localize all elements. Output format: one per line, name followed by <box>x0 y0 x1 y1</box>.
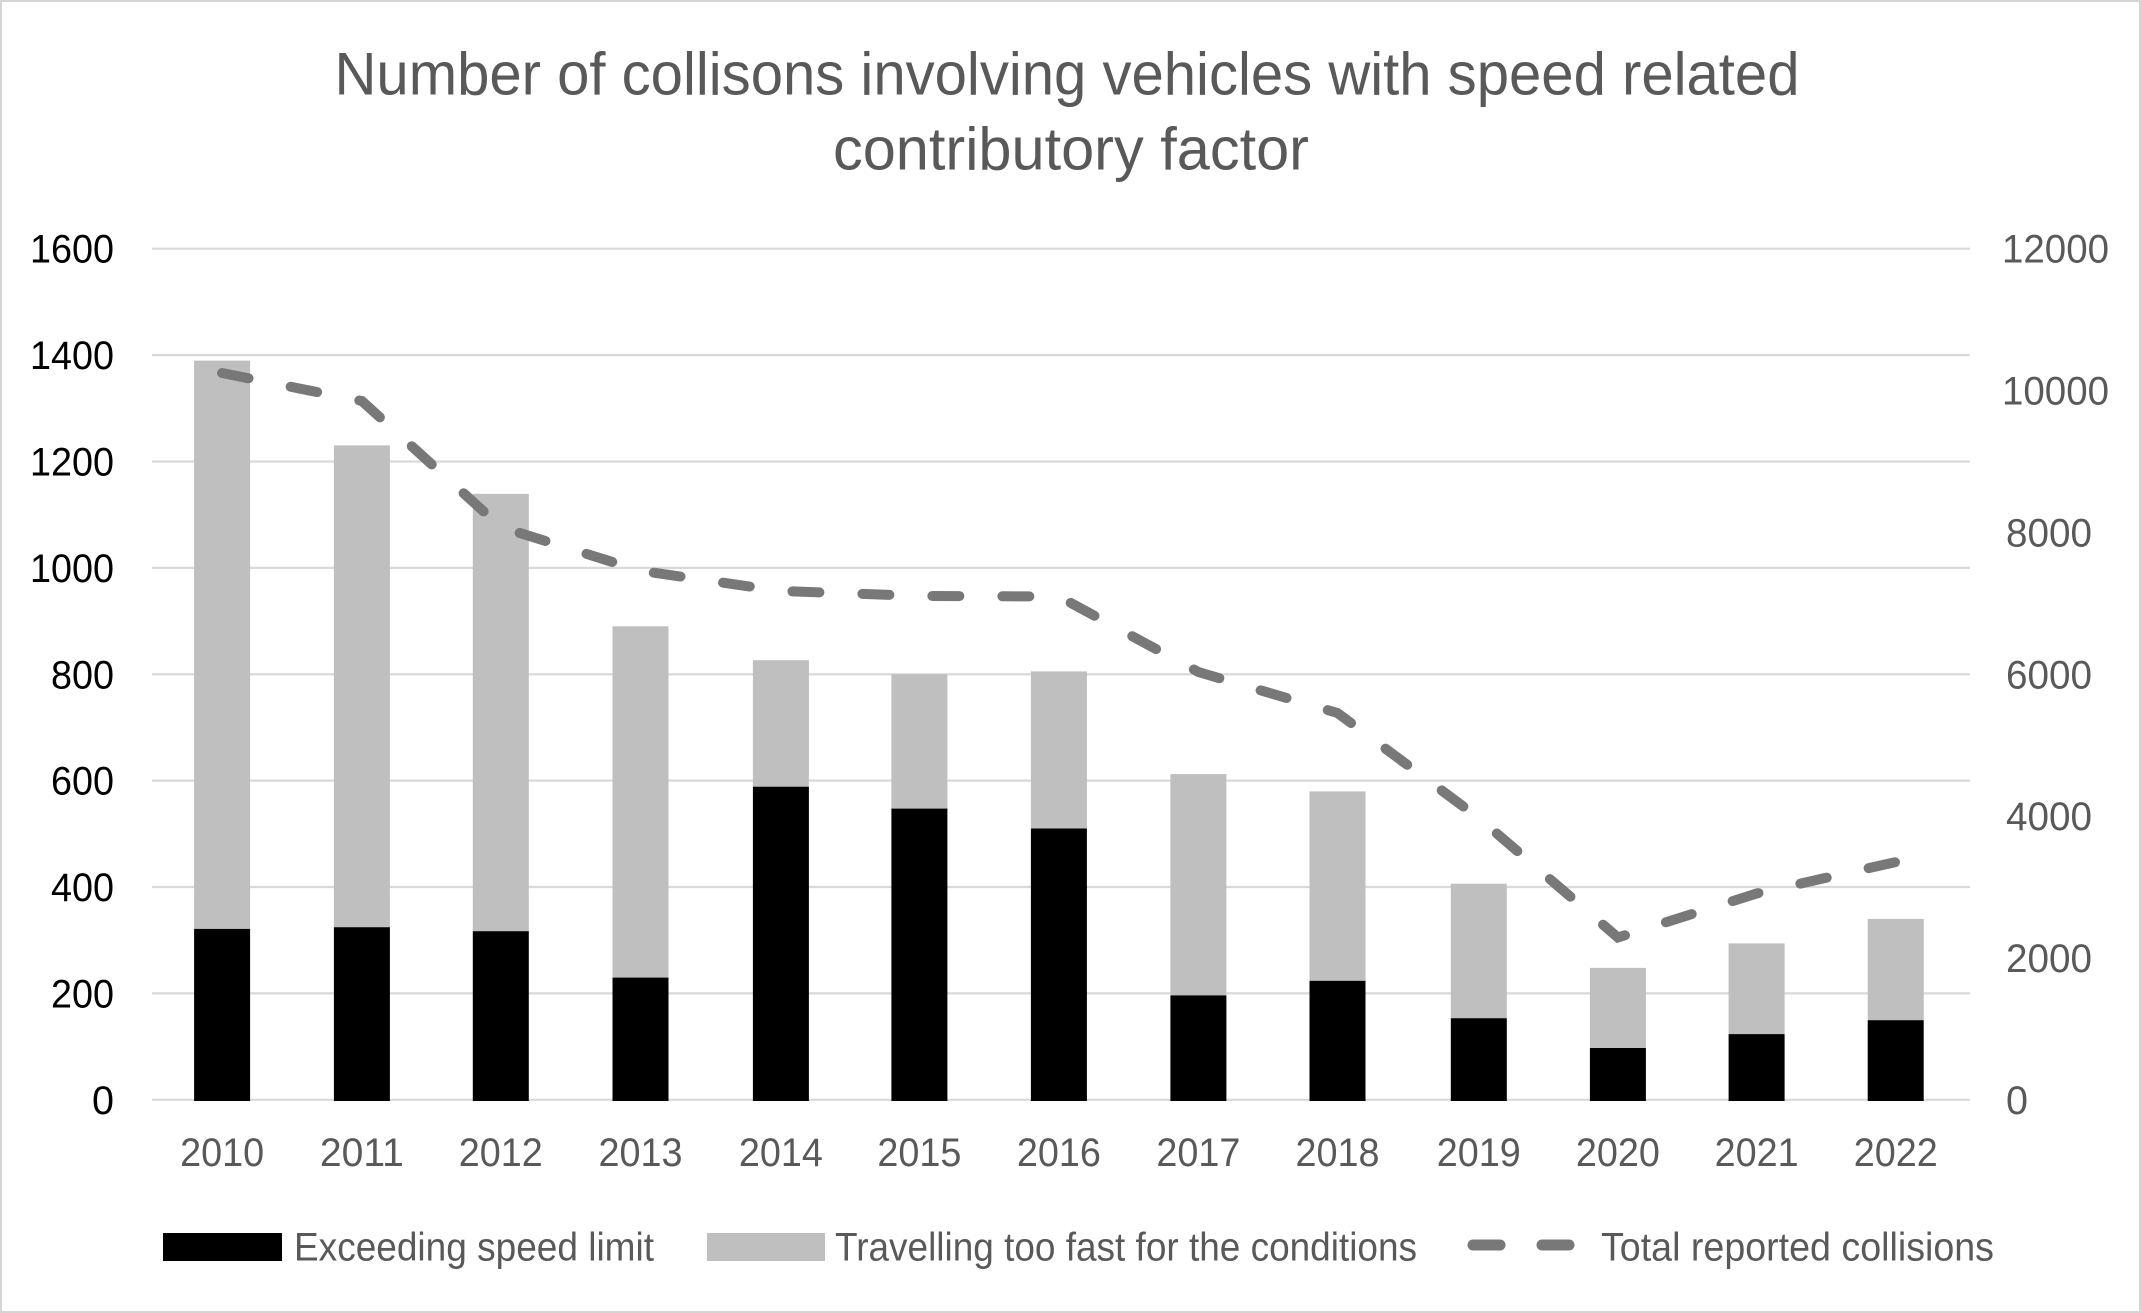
svg-text:2018: 2018 <box>1296 1131 1380 1175</box>
svg-text:1400: 1400 <box>30 334 114 378</box>
svg-text:10000: 10000 <box>2002 370 2109 414</box>
svg-text:contributory factor: contributory factor <box>833 116 1309 183</box>
svg-text:2022: 2022 <box>1854 1131 1938 1175</box>
svg-text:1000: 1000 <box>30 547 114 591</box>
svg-text:2021: 2021 <box>1715 1131 1799 1175</box>
svg-text:200: 200 <box>51 972 114 1016</box>
svg-text:Travelling too fast for the co: Travelling too fast for the conditions <box>835 1226 1417 1270</box>
svg-text:Number of collisons involving: Number of collisons involving vehicles w… <box>335 41 1800 108</box>
svg-text:2012: 2012 <box>459 1131 543 1175</box>
svg-text:2020: 2020 <box>1576 1131 1660 1175</box>
svg-text:400: 400 <box>51 866 114 910</box>
svg-text:2017: 2017 <box>1156 1131 1240 1175</box>
svg-text:Total reported collisions: Total reported collisions <box>1601 1226 1994 1270</box>
svg-text:2014: 2014 <box>739 1131 823 1175</box>
svg-text:6000: 6000 <box>2006 653 2092 697</box>
svg-text:2010: 2010 <box>180 1131 264 1175</box>
svg-text:2013: 2013 <box>599 1131 683 1175</box>
svg-text:2015: 2015 <box>877 1131 961 1175</box>
svg-text:600: 600 <box>51 760 114 804</box>
svg-text:0: 0 <box>2006 1079 2028 1123</box>
svg-text:12000: 12000 <box>2002 228 2109 272</box>
svg-text:8000: 8000 <box>2006 511 2092 555</box>
svg-text:2016: 2016 <box>1017 1131 1101 1175</box>
svg-text:1200: 1200 <box>30 441 114 485</box>
svg-text:2011: 2011 <box>320 1131 404 1175</box>
svg-text:2019: 2019 <box>1437 1131 1521 1175</box>
svg-text:2000: 2000 <box>2006 937 2092 981</box>
svg-text:Exceeding speed limit: Exceeding speed limit <box>294 1226 654 1270</box>
svg-text:800: 800 <box>51 653 114 697</box>
svg-text:4000: 4000 <box>2006 795 2092 839</box>
svg-text:0: 0 <box>92 1079 114 1123</box>
svg-text:1600: 1600 <box>30 228 114 272</box>
